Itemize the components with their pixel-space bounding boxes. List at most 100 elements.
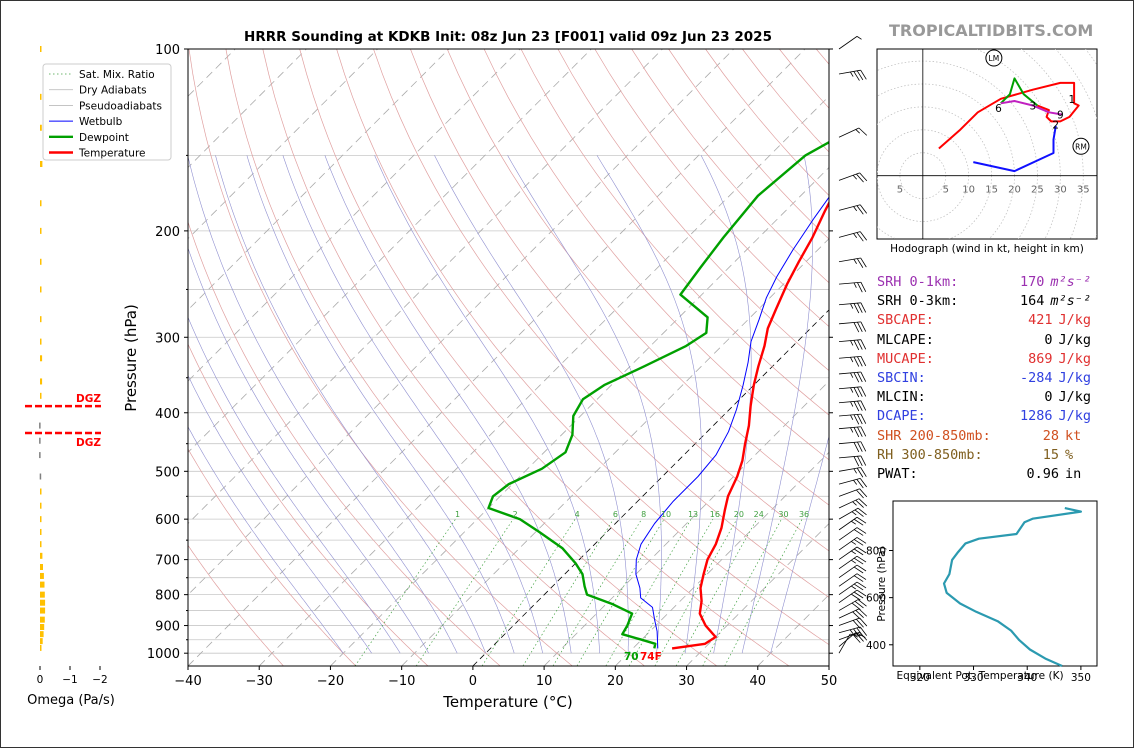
dry-adiabat [263, 49, 717, 666]
legend-entry: Sat. Mix. Ratio [79, 69, 155, 81]
wind-barb [839, 302, 866, 314]
parameter-label: MLCAPE: [877, 331, 998, 350]
mixing-ratio-label: 13 [688, 510, 698, 519]
omega-bar [40, 573, 44, 579]
mixing-ratio-label: 6 [613, 510, 618, 519]
parameter-unit: J/kg [1052, 407, 1091, 426]
pseudoadiabat [435, 155, 629, 653]
barb-full [857, 232, 863, 243]
mixing-ratio-label: 4 [575, 510, 580, 519]
legend-entry: Wetbulb [79, 116, 123, 128]
parameter-value: 0.96 [1003, 465, 1059, 484]
barb-half [850, 629, 853, 634]
barb-full [856, 498, 864, 509]
omega-bar [39, 452, 41, 458]
hodograph-ring-label: 5 [897, 185, 903, 196]
parameter-label: SRH 0-3km: [877, 292, 993, 311]
barb-full [856, 173, 863, 184]
barb-full [856, 609, 864, 620]
parameter-unit: m²s⁻² [1044, 273, 1091, 292]
barb-full [860, 477, 866, 488]
parameter-value: -284 [998, 369, 1052, 388]
omega-bar [40, 592, 45, 598]
x-tick-label: −20 [317, 674, 344, 689]
skewt-xlabel: Temperature (°C) [442, 693, 572, 711]
barb-half [857, 35, 862, 40]
omega-bar [40, 259, 42, 265]
pseudoadiabat [188, 155, 458, 653]
omega-bar [40, 617, 45, 623]
y-tick-label: 100 [155, 43, 180, 58]
barb-half [850, 340, 852, 345]
storm-motion-label: RM [1075, 142, 1087, 151]
barb-full [859, 126, 867, 137]
isotherm [117, 49, 734, 666]
omega-bar [40, 286, 42, 292]
barb-half [850, 373, 852, 378]
y-tick-label: 400 [155, 407, 180, 422]
legend-entry: Temperature [78, 148, 146, 160]
barb-half [853, 206, 856, 211]
barb-half [850, 388, 852, 393]
surface-temperature-label: 74F [640, 651, 662, 663]
wind-barb [839, 386, 866, 398]
omega-bar [40, 378, 42, 384]
wind-barb [839, 204, 867, 220]
mixing-ratio-line [703, 519, 782, 666]
parameter-unit: J/kg [1052, 350, 1091, 369]
dgz-bottom-label: DGZ [76, 437, 101, 449]
mixing-ratio-label: 24 [754, 510, 764, 519]
parameter-value: 0 [998, 331, 1052, 350]
hodograph-ring-label: 35 [1077, 185, 1090, 196]
wind-barb [839, 231, 867, 247]
wind-barb [839, 322, 866, 334]
x-tick-label: −30 [246, 674, 273, 689]
omega-bar [40, 582, 45, 588]
mixing-ratio-line [523, 519, 614, 666]
parameter-unit: in [1059, 465, 1081, 484]
barb-full [857, 205, 863, 216]
parameter-label: SBCIN: [877, 369, 998, 388]
wind-barbs [839, 35, 867, 666]
barb-half [850, 72, 853, 77]
mixing-ratio-label: 16 [710, 510, 720, 519]
pseudoadiabat [508, 155, 662, 653]
omega-bar [40, 46, 42, 52]
omega-bar [40, 564, 43, 570]
skewt-ylabel: Pressure (hPa) [122, 304, 140, 412]
parameter-label: SHR 200-850mb: [877, 427, 1003, 446]
x-tick-label: 10 [536, 674, 553, 689]
parameter-row: RH 300-850mb:15% [877, 446, 1091, 465]
pseudoadiabat [283, 155, 543, 653]
omega-bar [40, 316, 42, 322]
dgz-top-label: DGZ [76, 393, 101, 405]
mixing-ratio-label: 1 [455, 510, 460, 519]
omega-bar [40, 125, 42, 131]
omega-bar [40, 474, 42, 480]
barb-half [850, 415, 852, 420]
parameter-value: 28 [1003, 427, 1059, 446]
omega-xlabel: Omega (Pa/s) [27, 693, 115, 708]
wind-barb [839, 487, 867, 505]
barb-half [850, 427, 852, 432]
legend-entry: Dewpoint [79, 132, 129, 144]
barb-half [853, 480, 856, 485]
theta-e-frame [893, 501, 1097, 666]
wind-barb [839, 282, 866, 294]
parameter-label: MUCAPE: [877, 350, 998, 369]
wind-barb [839, 441, 866, 453]
omega-bar [40, 339, 42, 345]
barb-half [850, 357, 852, 362]
parameter-unit: kt [1059, 427, 1081, 446]
pseudoadiabat [701, 155, 751, 653]
barb-full [860, 487, 867, 498]
y-tick-label: 200 [155, 225, 180, 240]
